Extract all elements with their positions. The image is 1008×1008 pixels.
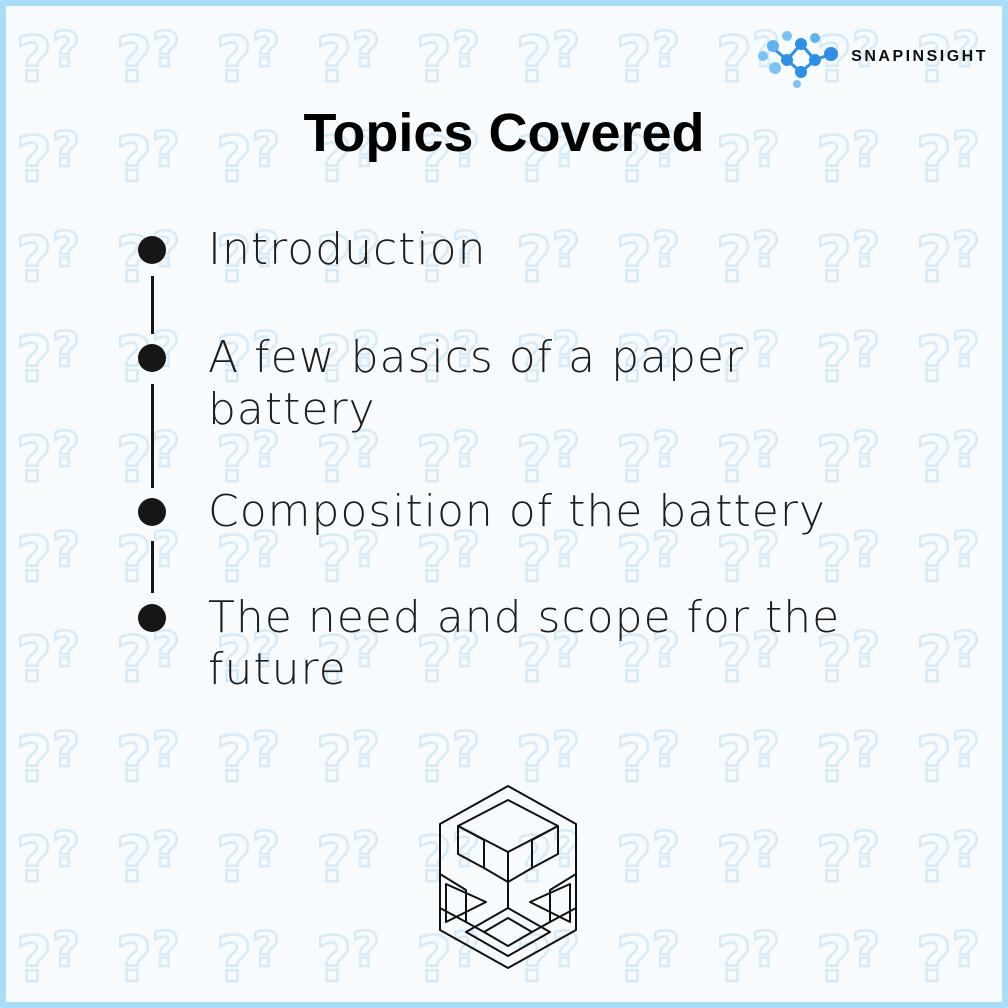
topic-line: Composition of the battery	[208, 486, 826, 537]
brand-name: SNAPINSIGHT	[851, 48, 988, 65]
topic-item: A few basics of a paper battery	[208, 332, 908, 436]
timeline-bullet	[138, 604, 166, 632]
topic-line: battery	[208, 384, 376, 435]
topics-timeline: Introduction A few basics of a paper bat…	[6, 6, 1002, 1002]
timeline-connector	[151, 541, 154, 593]
brand-header: SNAPINSIGHT	[757, 24, 988, 90]
topic-item: Composition of the battery	[208, 486, 908, 538]
timeline-bullet	[138, 498, 166, 526]
topic-line: future	[208, 644, 347, 695]
topic-line: The need and scope for the	[208, 592, 841, 643]
timeline-connector	[151, 276, 154, 334]
topic-line: A few basics of a paper	[208, 332, 745, 383]
recycle-geometric-icon	[439, 785, 577, 969]
timeline-connector	[151, 384, 154, 488]
timeline-bullet	[138, 344, 166, 372]
page-title: Topics Covered	[303, 103, 705, 163]
topic-line: Introduction	[208, 224, 487, 275]
topic-item: Introduction	[208, 224, 908, 276]
topic-item: The need and scope for the future	[208, 592, 908, 696]
timeline-bullet	[138, 236, 166, 264]
molecule-dots-icon	[758, 31, 839, 88]
